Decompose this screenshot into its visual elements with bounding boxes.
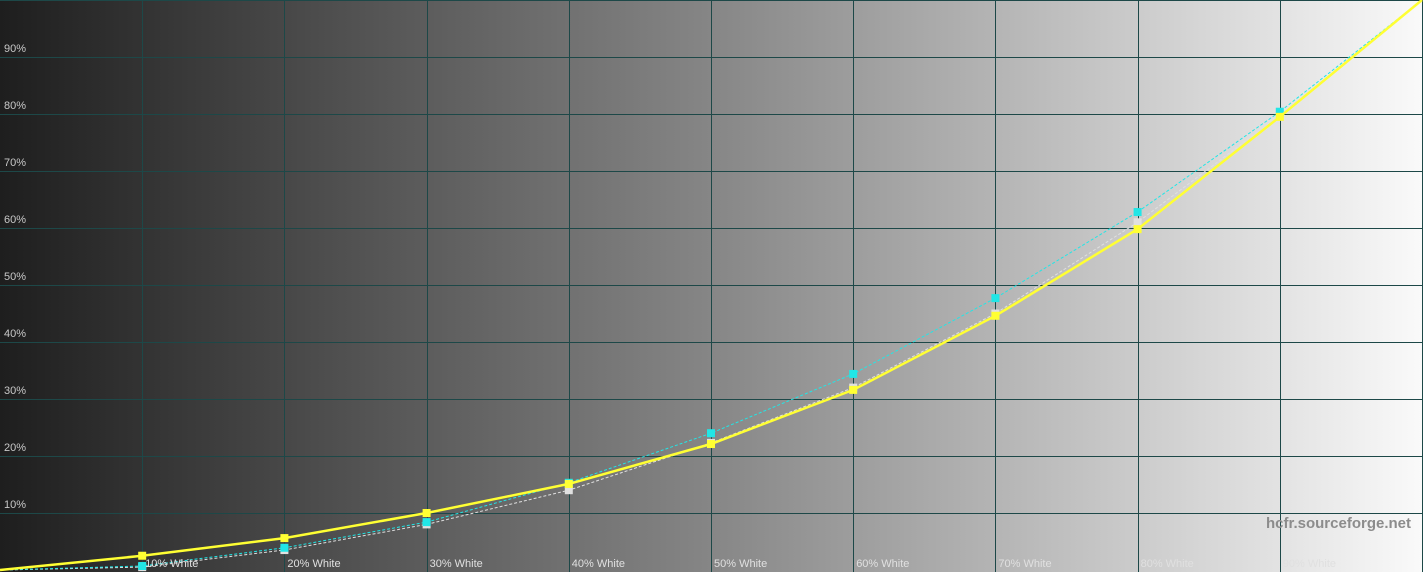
- x-tick-label: 40% White: [572, 558, 625, 570]
- x-tick-label: 30% White: [430, 558, 483, 570]
- series-point-0: [280, 534, 289, 543]
- y-tick-label: 90%: [4, 43, 26, 55]
- y-tick-label: 40%: [4, 328, 26, 340]
- series-point-1: [138, 562, 147, 571]
- series-point-1: [1275, 107, 1284, 116]
- x-tick-label: 90% White: [1283, 558, 1336, 570]
- series-point-0: [991, 311, 1000, 320]
- y-tick-label: 60%: [4, 214, 26, 226]
- watermark: hcfr.sourceforge.net: [1266, 515, 1411, 532]
- x-tick-label: 70% White: [998, 558, 1051, 570]
- y-tick-label: 80%: [4, 100, 26, 112]
- series-point-0: [707, 440, 715, 449]
- series-point-2: [1133, 218, 1142, 227]
- series-point-1: [280, 543, 289, 552]
- series-point-0: [1133, 225, 1142, 234]
- series-point-1: [422, 518, 431, 527]
- series-point-1: [1133, 208, 1142, 217]
- x-tick-label: 10% White: [145, 558, 198, 570]
- series-point-0: [564, 479, 573, 488]
- series-point-1: [849, 369, 858, 378]
- series-point-0: [849, 385, 858, 394]
- x-tick-label: 80% White: [1141, 558, 1194, 570]
- y-tick-label: 20%: [4, 442, 26, 454]
- y-tick-label: 10%: [4, 499, 26, 511]
- y-tick-label: 30%: [4, 385, 26, 397]
- series-point-2: [564, 486, 573, 495]
- x-tick-label: 60% White: [856, 558, 909, 570]
- series-point-0: [422, 509, 431, 517]
- series-point-0: [1275, 112, 1284, 121]
- series-point-1: [991, 294, 1000, 303]
- x-tick-label: 20% White: [287, 558, 340, 570]
- series-point-1: [707, 429, 715, 438]
- x-tick-label: 50% White: [714, 558, 767, 570]
- y-tick-label: 50%: [4, 271, 26, 283]
- series-point-0: [138, 551, 147, 560]
- y-tick-label: 70%: [4, 157, 26, 169]
